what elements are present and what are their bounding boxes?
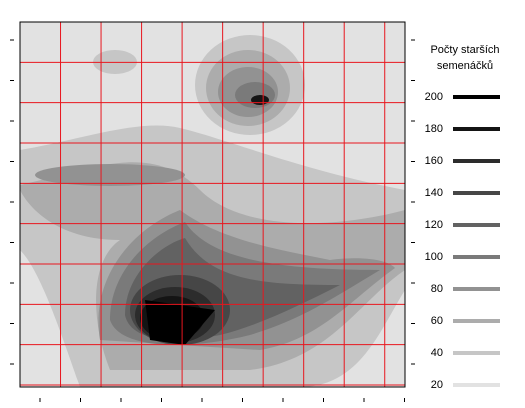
axis-ticks: [10, 39, 415, 402]
plot-frame: [19, 21, 406, 388]
legend-label: 100: [425, 251, 443, 263]
legend: 200 180 160 140 120 100 80 60 40 20: [425, 91, 500, 391]
legend-title: semenáčků: [437, 60, 493, 72]
grid: [20, 22, 405, 387]
legend-label: 160: [425, 155, 443, 167]
legend-label: 60: [431, 315, 443, 327]
legend-label: 80: [431, 283, 443, 295]
legend-label: 120: [425, 219, 443, 231]
legend-label: 20: [431, 379, 443, 391]
legend-label: 40: [431, 347, 443, 359]
contour-map: [20, 22, 405, 387]
legend-label: 180: [425, 123, 443, 135]
legend-label: 200: [425, 91, 443, 103]
contour-region: [251, 95, 269, 105]
legend-label: 140: [425, 187, 443, 199]
legend-title: Počty starších: [430, 44, 499, 56]
contour-region: [35, 164, 185, 186]
contour-region: [145, 300, 215, 345]
